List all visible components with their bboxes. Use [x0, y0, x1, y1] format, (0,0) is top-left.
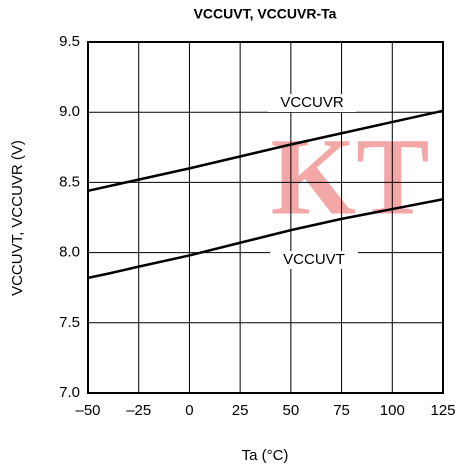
series-label: VCCUVR	[280, 94, 344, 111]
x-axis-label: Ta (°C)	[242, 447, 289, 464]
x-tick-label: 25	[232, 402, 249, 419]
series-label-bg	[268, 94, 356, 112]
series-label: VCCUVT	[283, 251, 345, 268]
y-tick-label: 7.0	[59, 384, 80, 401]
plot-frame	[87, 41, 444, 394]
y-tick-label: 7.5	[59, 314, 80, 331]
chart-title: VCCUVT, VCCUVR-Ta	[194, 6, 337, 22]
watermark: KT	[271, 115, 430, 237]
y-tick-label: 8.0	[59, 244, 80, 261]
series-line	[87, 198, 444, 280]
y-tick-label: 9.0	[59, 103, 80, 120]
series-line	[87, 109, 444, 193]
x-tick-label: 100	[380, 402, 405, 419]
x-tick-label: –50	[75, 402, 100, 419]
x-tick-label: 0	[185, 402, 193, 419]
x-tick-label: 50	[283, 402, 300, 419]
series-label-bg	[270, 251, 358, 269]
y-tick-label: 8.5	[59, 173, 80, 190]
x-tick-label: 75	[333, 402, 350, 419]
x-tick-label: 125	[430, 402, 455, 419]
y-axis-label: VCCUVT, VCCUVR (V)	[9, 140, 26, 296]
x-tick-label: –25	[126, 402, 151, 419]
y-tick-label: 9.5	[59, 33, 80, 50]
